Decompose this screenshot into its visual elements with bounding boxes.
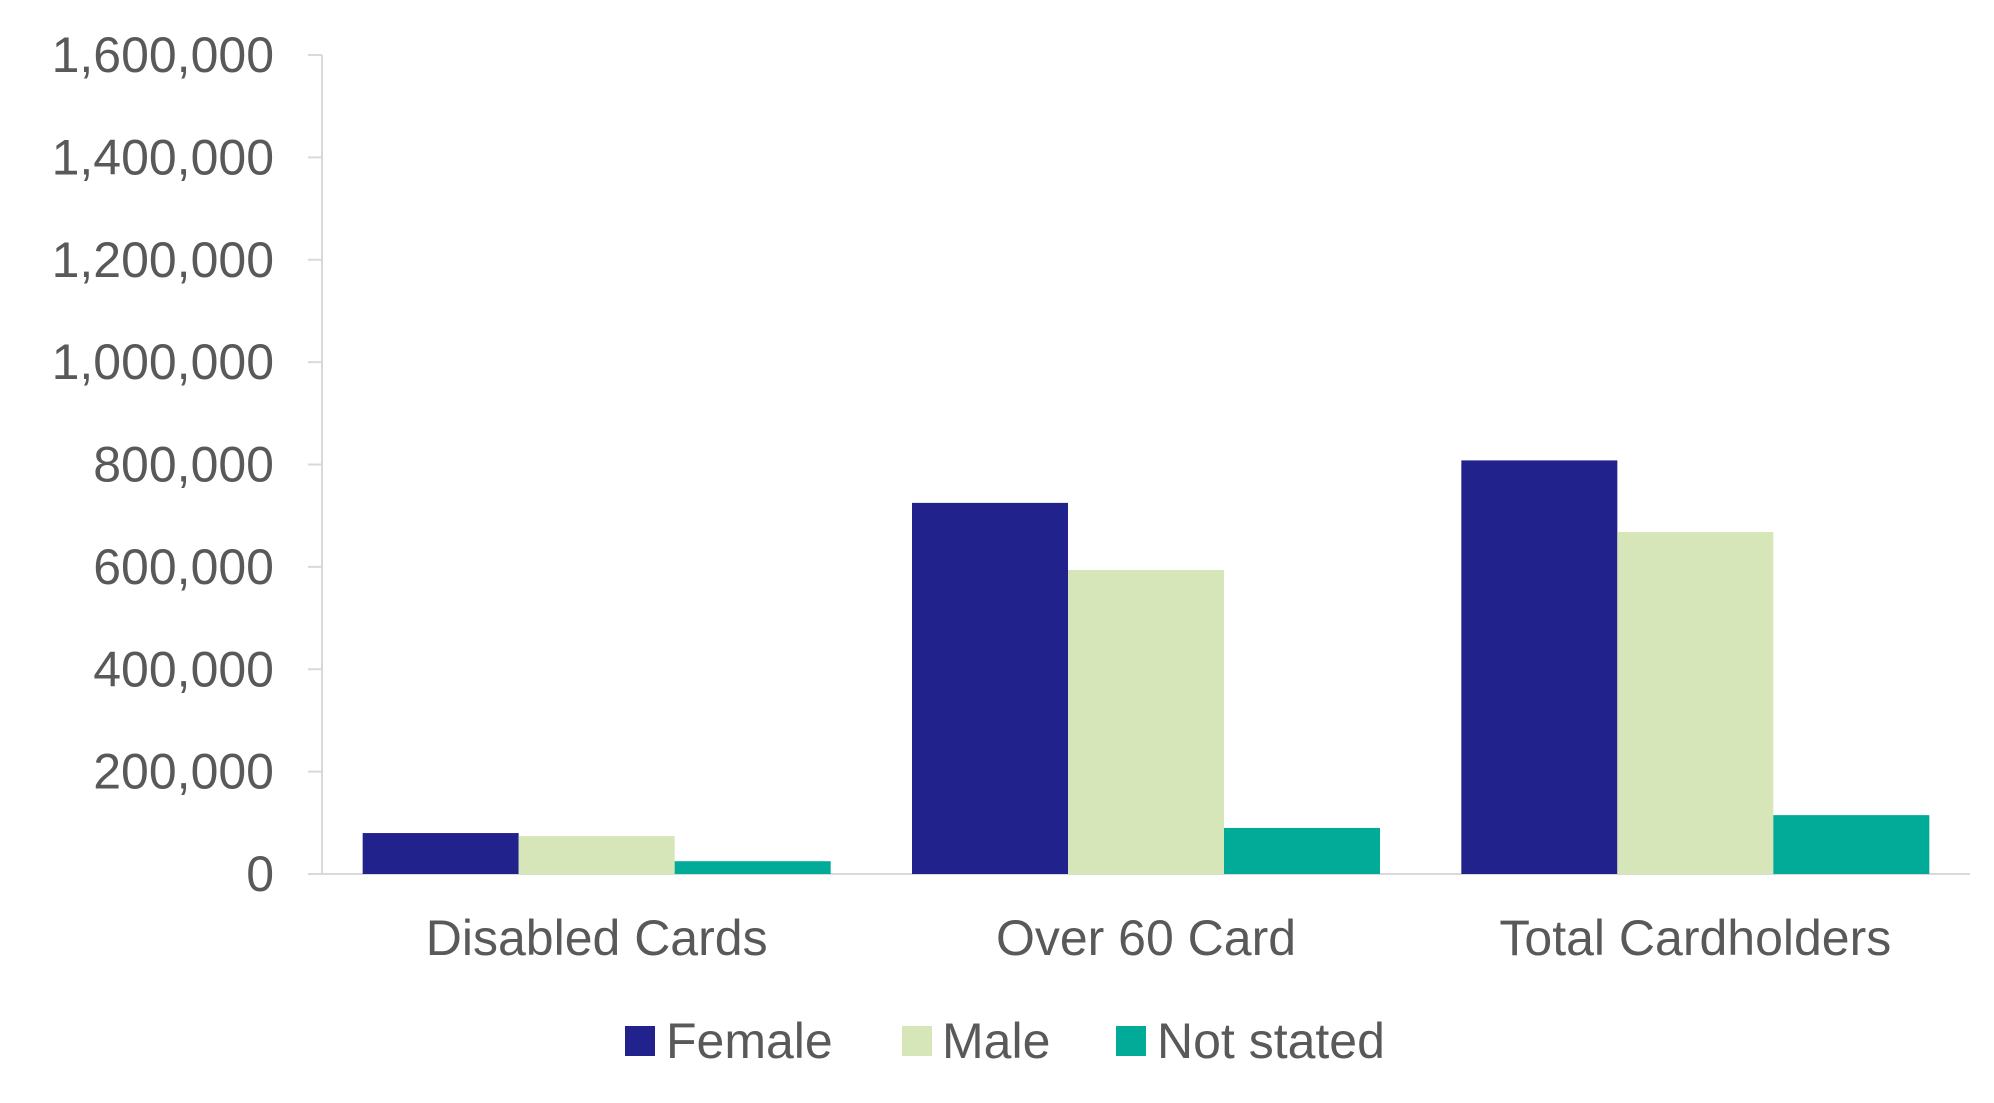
y-tick-label: 200,000 <box>93 744 274 800</box>
legend-swatch <box>625 1026 655 1056</box>
x-category-label: Total Cardholders <box>1499 910 1891 966</box>
bar-male <box>1617 532 1774 874</box>
bars <box>362 460 1930 874</box>
bar-male <box>518 836 675 874</box>
bar-not-stated <box>1224 827 1380 874</box>
y-tick-label: 1,200,000 <box>52 232 274 288</box>
y-tick-label: 400,000 <box>93 641 274 697</box>
x-category-label: Over 60 Card <box>996 910 1296 966</box>
legend-swatch <box>902 1026 932 1056</box>
legend-swatch <box>1116 1026 1146 1056</box>
legend-label: Not stated <box>1157 1013 1385 1069</box>
y-tick-label: 600,000 <box>93 539 274 595</box>
bar-female <box>1461 460 1618 874</box>
legend-label: Female <box>666 1013 833 1069</box>
bar-female <box>912 502 1068 874</box>
x-category-label: Disabled Cards <box>426 910 768 966</box>
y-tick-label: 1,000,000 <box>52 334 274 390</box>
y-tick-label: 800,000 <box>93 437 274 493</box>
bar-female <box>362 833 519 874</box>
y-axis: 0 200,000 400,000 600,000 800,000 1,000,000 1,… <box>52 27 323 902</box>
bar-male <box>1068 569 1224 874</box>
y-tick-label: 1,600,000 <box>52 27 274 83</box>
y-tick-label: 1,400,000 <box>52 129 274 185</box>
bar-not-stated <box>674 861 831 874</box>
y-tick-label: 0 <box>246 846 274 902</box>
category-labels: Disabled Cards Over 60 Card Total Cardhold… <box>426 910 1892 966</box>
legend: Female Male Not stated <box>625 1013 1385 1069</box>
legend-label: Male <box>942 1013 1050 1069</box>
bar-not-stated <box>1773 815 1930 874</box>
